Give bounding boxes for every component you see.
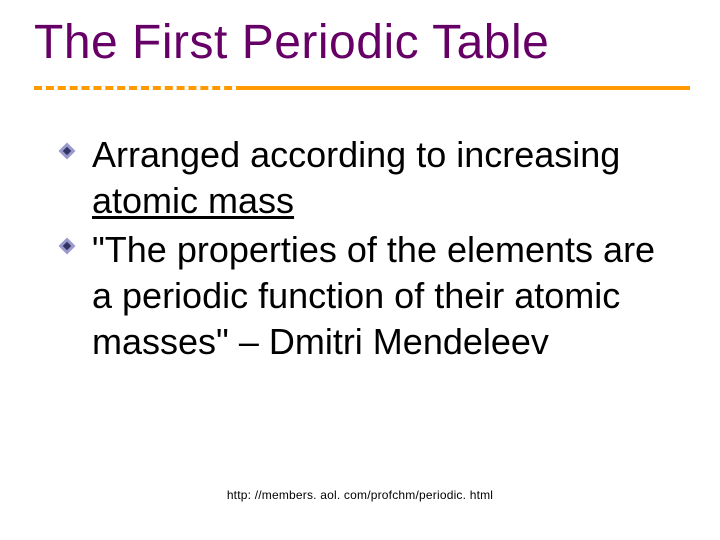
diamond-bullet-icon (58, 237, 76, 255)
slide: The First Periodic Table Arranged accord… (0, 0, 720, 540)
item-text-underlined: atomic mass (92, 180, 294, 221)
title-underline (34, 84, 686, 104)
slide-title: The First Periodic Table (34, 18, 686, 74)
underline-dashed (34, 86, 244, 90)
body-list: Arranged according to increasing atomic … (34, 132, 686, 364)
footer-url: http: //members. aol. com/profchm/period… (0, 488, 720, 502)
item-text-pre: "The properties of the elements are a pe… (92, 229, 655, 362)
list-item: Arranged according to increasing atomic … (92, 132, 676, 224)
item-text-pre: Arranged according to increasing (92, 134, 620, 175)
list-item: "The properties of the elements are a pe… (92, 227, 676, 365)
diamond-bullet-icon (58, 142, 76, 160)
underline-solid (244, 86, 690, 90)
